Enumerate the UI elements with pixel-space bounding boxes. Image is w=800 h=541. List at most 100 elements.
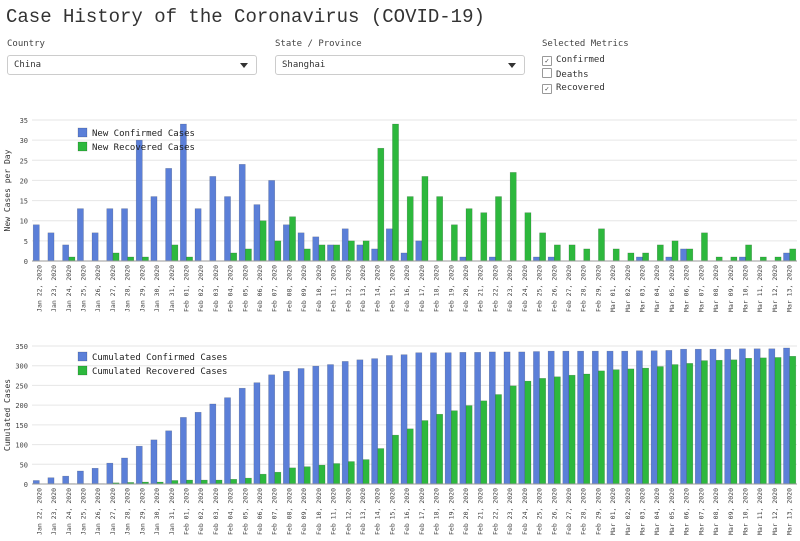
bar-recovered[interactable] [377, 448, 385, 485]
bar-recovered[interactable] [348, 461, 355, 485]
bar-recovered[interactable] [583, 373, 591, 485]
bar-confirmed[interactable] [224, 397, 231, 485]
bar-recovered[interactable] [303, 248, 311, 262]
bar-recovered[interactable] [730, 256, 738, 262]
bar-confirmed[interactable] [32, 224, 40, 262]
bar-confirmed[interactable] [415, 240, 423, 262]
bar-recovered[interactable] [568, 374, 576, 485]
bar-recovered[interactable] [759, 357, 767, 485]
bar-confirmed[interactable] [724, 348, 732, 485]
bar-confirmed[interactable] [327, 364, 334, 485]
checkbox-unchecked-icon[interactable] [542, 68, 552, 78]
bar-recovered[interactable] [421, 420, 429, 485]
bar-recovered[interactable] [333, 463, 341, 485]
bar-confirmed[interactable] [739, 256, 746, 262]
bar-recovered[interactable] [362, 240, 370, 262]
bar-confirmed[interactable] [209, 176, 217, 262]
bar-confirmed[interactable] [253, 382, 261, 485]
bar-recovered[interactable] [451, 224, 458, 262]
bar-recovered[interactable] [495, 394, 502, 485]
bar-confirmed[interactable] [547, 350, 555, 485]
bar-recovered[interactable] [524, 380, 532, 485]
bar-confirmed[interactable] [488, 256, 496, 262]
bar-recovered[interactable] [554, 244, 561, 262]
bar-recovered[interactable] [701, 232, 708, 262]
bar-recovered[interactable] [186, 256, 193, 262]
bar-recovered[interactable] [333, 244, 341, 262]
bar-confirmed[interactable] [106, 462, 114, 485]
bar-recovered[interactable] [274, 240, 282, 262]
bar-confirmed[interactable] [768, 348, 776, 485]
bar-recovered[interactable] [392, 123, 399, 262]
bar-recovered[interactable] [774, 357, 782, 485]
bar-recovered[interactable] [406, 428, 414, 485]
bar-recovered[interactable] [539, 378, 546, 485]
bar-confirmed[interactable] [562, 350, 570, 485]
bar-confirmed[interactable] [238, 164, 246, 262]
bar-confirmed[interactable] [400, 252, 408, 262]
bar-recovered[interactable] [539, 232, 546, 262]
bar-recovered[interactable] [421, 176, 429, 262]
bar-confirmed[interactable] [503, 351, 511, 485]
bar-confirmed[interactable] [327, 244, 334, 262]
bar-confirmed[interactable] [150, 439, 158, 485]
bar-confirmed[interactable] [283, 224, 290, 262]
bar-recovered[interactable] [171, 480, 179, 485]
state-select[interactable]: Shanghai [275, 55, 525, 75]
bar-confirmed[interactable] [238, 387, 246, 485]
bar-recovered[interactable] [509, 172, 517, 262]
bar-confirmed[interactable] [283, 370, 290, 485]
bar-recovered[interactable] [259, 473, 267, 485]
bar-recovered[interactable] [568, 244, 576, 262]
bar-confirmed[interactable] [121, 457, 128, 485]
bar-recovered[interactable] [627, 368, 635, 485]
bar-recovered[interactable] [598, 228, 605, 262]
bar-confirmed[interactable] [47, 477, 55, 485]
bar-confirmed[interactable] [224, 196, 231, 262]
bar-recovered[interactable] [583, 248, 591, 262]
bar-confirmed[interactable] [415, 352, 423, 485]
bar-recovered[interactable] [598, 370, 605, 485]
bar-confirmed[interactable] [297, 368, 305, 485]
bar-confirmed[interactable] [591, 350, 599, 485]
bar-confirmed[interactable] [91, 467, 99, 485]
bar-confirmed[interactable] [783, 252, 790, 262]
bar-recovered[interactable] [686, 363, 694, 485]
bar-confirmed[interactable] [650, 350, 658, 485]
bar-confirmed[interactable] [665, 256, 673, 262]
bar-recovered[interactable] [480, 400, 488, 485]
bar-confirmed[interactable] [253, 204, 261, 262]
legend-label[interactable]: Cumulated Confirmed Cases [92, 353, 227, 363]
bar-confirmed[interactable] [77, 208, 84, 262]
bar-recovered[interactable] [480, 212, 488, 262]
bar-confirmed[interactable] [386, 228, 393, 262]
bar-confirmed[interactable] [547, 256, 555, 262]
bar-confirmed[interactable] [459, 256, 467, 262]
bar-confirmed[interactable] [459, 352, 467, 485]
bar-confirmed[interactable] [194, 208, 202, 262]
bar-recovered[interactable] [730, 359, 738, 485]
bar-recovered[interactable] [112, 252, 120, 262]
bar-recovered[interactable] [230, 479, 238, 485]
bar-recovered[interactable] [745, 357, 752, 485]
bar-confirmed[interactable] [32, 480, 40, 485]
legend-label[interactable]: New Recovered Cases [92, 143, 195, 153]
bar-recovered[interactable] [186, 479, 193, 485]
bar-recovered[interactable] [230, 252, 238, 262]
bar-recovered[interactable] [509, 385, 517, 485]
bar-confirmed[interactable] [430, 352, 437, 485]
bar-recovered[interactable] [318, 244, 326, 262]
bar-confirmed[interactable] [165, 430, 173, 485]
bar-recovered[interactable] [303, 466, 311, 485]
bar-recovered[interactable] [789, 356, 797, 485]
bar-recovered[interactable] [451, 410, 458, 485]
bar-recovered[interactable] [612, 248, 620, 262]
bar-recovered[interactable] [554, 376, 561, 485]
legend-label[interactable]: New Confirmed Cases [92, 129, 195, 139]
metric-deaths[interactable]: Deaths [542, 68, 589, 80]
bar-confirmed[interactable] [753, 348, 761, 485]
bar-confirmed[interactable] [444, 352, 452, 485]
bar-recovered[interactable] [495, 196, 502, 262]
country-select[interactable]: China [7, 55, 257, 75]
bar-confirmed[interactable] [680, 248, 687, 262]
